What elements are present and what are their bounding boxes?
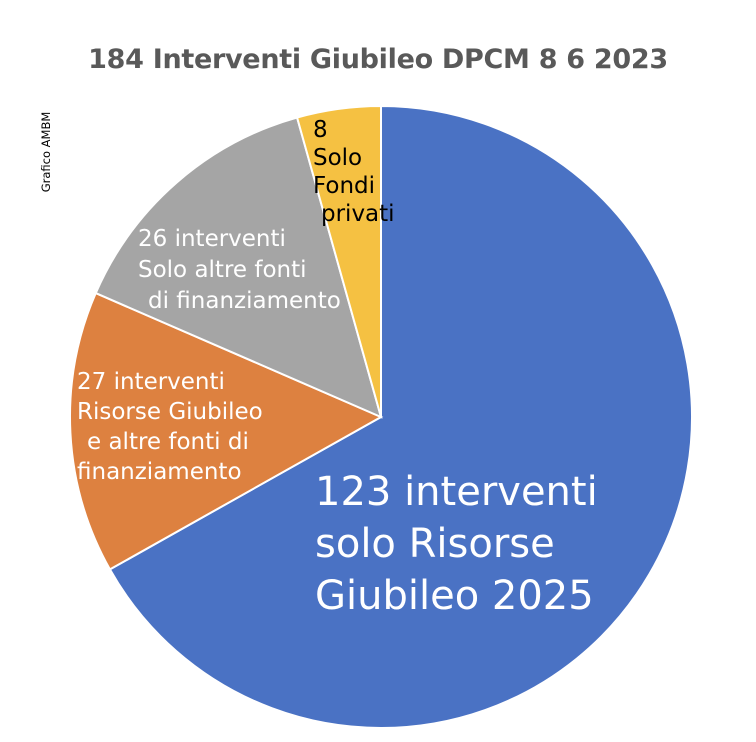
pie-slice-2	[69, 291, 384, 571]
pie-slice-1	[108, 104, 693, 729]
slice-label-line: Solo	[313, 145, 362, 171]
slice-label-2: 27 interventi Risorse Giubileo e altre fon…	[77, 369, 263, 485]
slice-label-line: 27 interventi	[77, 369, 225, 395]
slice-label-line: e altre fonti di	[87, 429, 249, 455]
slice-label-line: finanziamento	[77, 459, 242, 485]
slice-label-line: Solo altre fonti	[138, 257, 307, 283]
pie-slice-4	[295, 104, 382, 418]
slice-label-line: 26 interventi	[138, 226, 286, 252]
slice-label-line: 123 interventi	[315, 469, 598, 515]
slice-label-line: di finanziamento	[148, 288, 341, 314]
slice-label-line: Risorse Giubileo	[77, 399, 263, 425]
slice-label-line: 8	[313, 117, 328, 143]
slice-label-3: 26 interventi Solo altre fonti di finanzia…	[138, 226, 341, 314]
slice-label-line: solo Risorse	[315, 521, 555, 567]
slice-label-1: 123 interventi solo Risorse Giubileo 2025	[315, 469, 598, 619]
slice-label-line: privati	[321, 201, 395, 227]
slice-label-4: 8 Solo Fondi privati	[313, 117, 395, 227]
slice-label-line: Giubileo 2025	[315, 573, 594, 619]
pie-slice-3	[94, 116, 383, 419]
slice-label-line: Fondi	[313, 173, 375, 199]
chart-title: 184 Interventi Giubileo DPCM 8 6 2023	[88, 44, 668, 75]
